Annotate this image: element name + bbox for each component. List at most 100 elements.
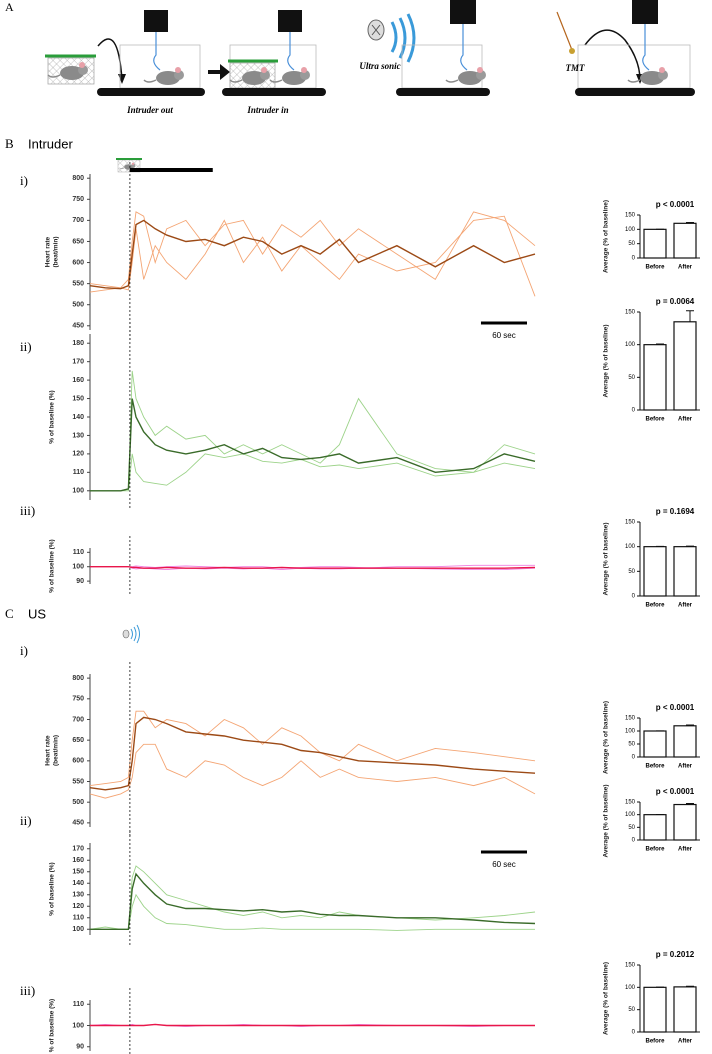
y-tick-label: 700 xyxy=(72,217,84,224)
y-tick-label: 0 xyxy=(632,408,636,414)
y-tick-label: 750 xyxy=(72,696,84,703)
y-tick-label: 90 xyxy=(76,578,84,585)
y-tick-label: 50 xyxy=(628,1007,635,1013)
y-tick-label: 650 xyxy=(72,737,84,744)
y-tick-label: 160 xyxy=(72,857,84,864)
trace xyxy=(90,1023,535,1027)
annotation: p = 0.2012 xyxy=(656,950,695,959)
scene-intruder-in xyxy=(222,10,326,96)
y-tick-label: 500 xyxy=(72,302,84,309)
bar xyxy=(673,986,697,1033)
y-tick-label: 170 xyxy=(72,359,84,366)
y-axis-label: Average (% of baseline) xyxy=(603,784,610,857)
ultrasonic-icon xyxy=(122,624,140,644)
y-tick-label: 50 xyxy=(628,569,635,575)
x-tick-label: After xyxy=(678,417,693,423)
row-label: ii) xyxy=(20,813,32,828)
bar xyxy=(673,546,697,597)
x-tick-label: After xyxy=(678,847,693,853)
y-tick-label: 600 xyxy=(72,259,84,266)
y-tick-label: 110 xyxy=(73,915,84,922)
y-tick-label: 100 xyxy=(625,985,636,991)
y-tick-label: 0 xyxy=(632,755,636,761)
y-tick-label: 170 xyxy=(72,846,84,853)
x-tick-label: Before xyxy=(645,1039,665,1045)
y-tick-label: 600 xyxy=(72,758,84,765)
x-tick-label: Before xyxy=(645,265,665,271)
error-bar xyxy=(686,221,694,224)
row-label: i) xyxy=(20,643,28,658)
error-bar xyxy=(656,343,664,345)
y-tick-label: 100 xyxy=(625,812,636,818)
trace xyxy=(90,893,535,931)
row-label: ii) xyxy=(20,339,32,354)
y-tick-label: 120 xyxy=(72,903,84,910)
y-axis-label: Average (% of baseline) xyxy=(603,324,610,397)
y-tick-label: 100 xyxy=(72,1022,84,1029)
y-tick-label: 0 xyxy=(632,256,636,262)
caption: Intruder in xyxy=(246,105,288,115)
y-tick-label: 100 xyxy=(625,227,636,233)
bar xyxy=(673,321,697,411)
panel-label: B xyxy=(5,136,14,151)
annotation: p < 0.0001 xyxy=(656,703,695,712)
x-tick-label: After xyxy=(678,764,693,770)
y-tick-label: 150 xyxy=(72,395,84,402)
y-tick-label: 550 xyxy=(72,778,84,785)
y-tick-label: 110 xyxy=(73,549,84,556)
y-tick-label: 100 xyxy=(72,488,84,495)
x-tick-label: Before xyxy=(645,603,665,609)
y-tick-label: 110 xyxy=(73,469,84,476)
y-tick-label: 50 xyxy=(628,241,635,247)
scene-tmt xyxy=(556,0,695,96)
trace xyxy=(89,716,536,791)
y-tick-label: 150 xyxy=(625,520,636,526)
scale-bar-label: 60 sec xyxy=(492,860,516,869)
y-tick-label: 180 xyxy=(72,340,84,347)
y-tick-label: 150 xyxy=(625,963,636,969)
row-label: iii) xyxy=(20,983,35,998)
trace xyxy=(90,566,536,569)
x-tick-label: Before xyxy=(645,847,665,853)
y-tick-label: 100 xyxy=(625,342,636,348)
trace xyxy=(89,215,536,297)
y-tick-label: 700 xyxy=(72,716,84,723)
caption: Intruder out xyxy=(126,105,173,115)
scene-ultrasonic xyxy=(367,0,490,96)
y-axis-label: % of baseline (%) xyxy=(49,539,56,592)
y-tick-label: 160 xyxy=(72,377,84,384)
section-title: Intruder xyxy=(28,136,73,151)
y-tick-label: 150 xyxy=(625,213,636,219)
y-tick-label: 150 xyxy=(72,869,84,876)
bar xyxy=(643,228,667,259)
y-tick-label: 150 xyxy=(625,310,636,316)
trace xyxy=(90,453,536,492)
y-tick-label: 130 xyxy=(72,432,84,439)
y-tick-label: 0 xyxy=(632,594,636,600)
y-tick-label: 0 xyxy=(632,1030,636,1036)
error-bar xyxy=(686,985,694,987)
bar xyxy=(673,803,697,841)
x-tick-label: After xyxy=(678,603,693,609)
y-tick-label: 100 xyxy=(625,729,636,735)
row-label: i) xyxy=(20,173,28,188)
bar xyxy=(643,546,667,597)
y-tick-label: 90 xyxy=(76,1044,84,1051)
trace xyxy=(90,398,536,492)
bar xyxy=(643,730,667,758)
trace xyxy=(89,743,536,799)
panel-label: C xyxy=(5,606,14,621)
annotation: p = 0.1694 xyxy=(656,507,695,516)
y-axis-label: Average (% of baseline) xyxy=(603,701,610,774)
arrow xyxy=(208,64,230,80)
y-tick-label: 110 xyxy=(73,1001,84,1008)
y-tick-label: 800 xyxy=(72,675,84,682)
y-tick-label: 140 xyxy=(72,880,84,887)
y-tick-label: 800 xyxy=(72,175,84,182)
y-tick-label: 100 xyxy=(72,926,84,933)
y-axis-label: Heart rate xyxy=(45,735,52,766)
y-tick-label: 0 xyxy=(632,838,636,844)
y-tick-label: 550 xyxy=(72,280,84,287)
annotation: p < 0.0001 xyxy=(656,200,695,209)
